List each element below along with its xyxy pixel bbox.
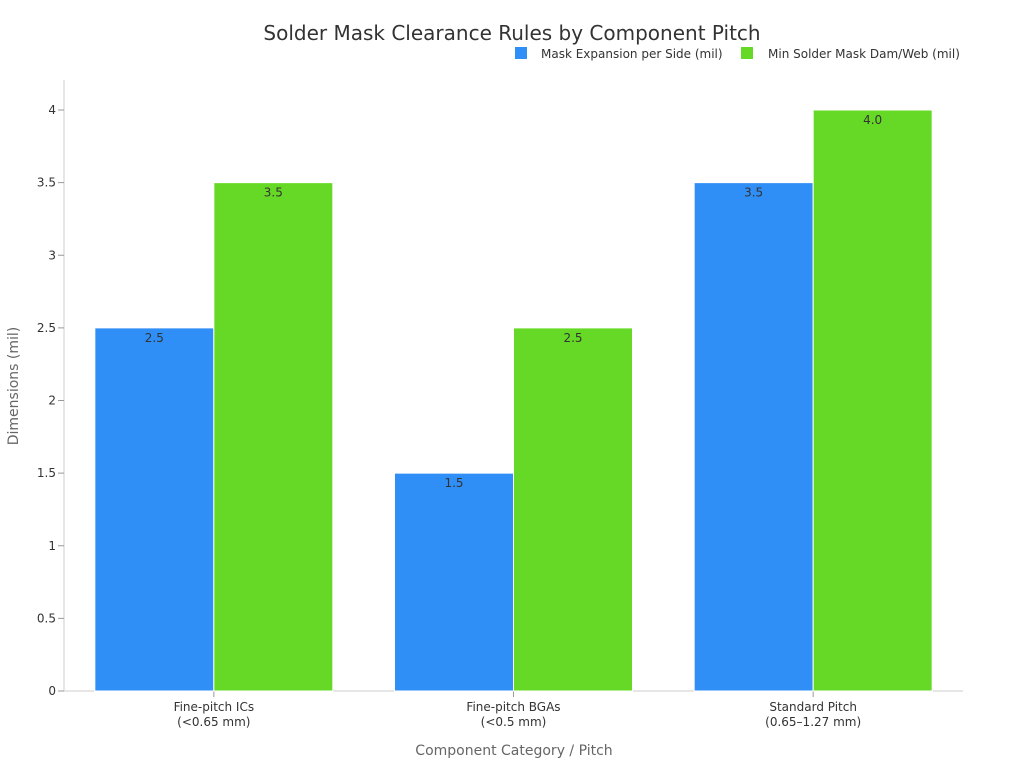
y-tick-label: 1: [48, 539, 56, 553]
legend-label: Mask Expansion per Side (mil): [541, 47, 723, 61]
legend: Mask Expansion per Side (mil) Min Solder …: [515, 47, 960, 61]
bar-value-label: 2.5: [145, 331, 164, 345]
y-tick-label: 0.5: [37, 611, 56, 625]
legend-swatch: [741, 47, 753, 59]
bar-mask-expansion: [693, 182, 814, 692]
x-axis-title: Component Category / Pitch: [415, 743, 612, 759]
x-tick-label: Standard Pitch (0.65–1.27 mm): [765, 700, 861, 729]
y-axis-title: Dimensions (mil): [6, 327, 22, 446]
chart-title: Solder Mask Clearance Rules by Component…: [263, 21, 760, 45]
bar-value-label: 3.5: [264, 186, 283, 200]
y-tick-label: 1.5: [37, 466, 56, 480]
data-labels: 2.5 1.5 3.5 3.5 2.5 4.0: [145, 113, 882, 490]
bar-min-dam-web: [513, 327, 633, 692]
y-tick-label: 2: [48, 394, 56, 408]
x-tick-label: Fine-pitch BGAs (<0.5 mm): [466, 700, 560, 729]
y-tick-label: 3.5: [37, 176, 56, 190]
y-tick-label: 3: [48, 248, 56, 262]
y-tick-label: 0: [48, 684, 56, 698]
x-axis: Fine-pitch ICs (<0.65 mm) Fine-pitch BGAs(…: [64, 690, 963, 729]
bar-value-label: 2.5: [563, 331, 582, 345]
bars: [94, 109, 933, 692]
bar-mask-expansion: [394, 472, 514, 692]
y-axis: 0 0.5 1 1.5 2 2.5 3 3.5 4: [37, 80, 65, 698]
bar-value-label: 4.0: [863, 113, 882, 127]
bar-min-dam-web: [213, 182, 334, 692]
y-tick-label: 4: [48, 103, 56, 117]
bar-min-dam-web: [812, 109, 933, 692]
y-tick-label: 2.5: [37, 321, 56, 335]
x-tick-label: Fine-pitch ICs (<0.65 mm): [174, 700, 255, 729]
bar-value-label: 1.5: [444, 476, 463, 490]
legend-swatch: [515, 47, 527, 59]
bar-value-label: 3.5: [744, 186, 763, 200]
bar-mask-expansion: [94, 327, 215, 692]
legend-label: Min Solder Mask Dam/Web (mil): [768, 47, 960, 61]
